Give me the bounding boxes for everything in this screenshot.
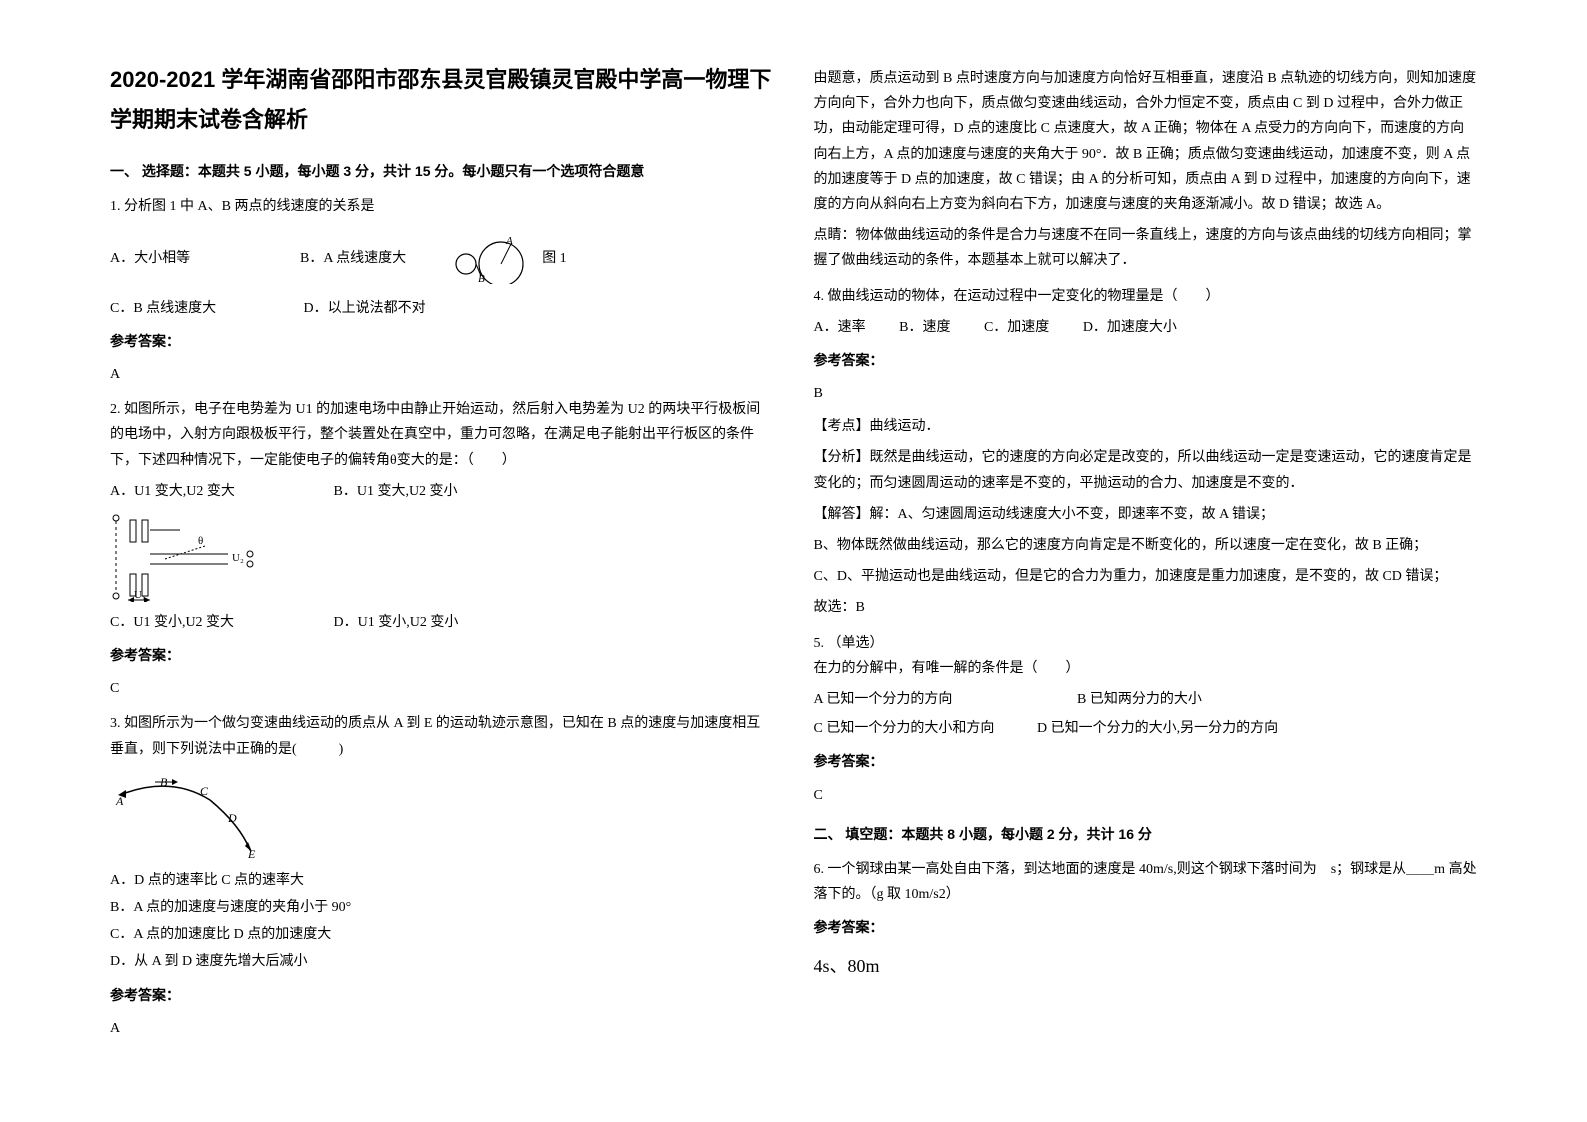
q2-optA: A．U1 变大,U2 变大 [110, 479, 290, 504]
q4-answer-label: 参考答案： [814, 348, 1478, 373]
svg-text:U₂: U₂ [232, 552, 244, 564]
circles-icon: A B [446, 234, 536, 284]
q4-solve: 【解答】解：A、匀速圆周运动线速度大小不变，即速率不变，故 A 错误； [814, 502, 1478, 527]
q2-text: 2. 如图所示，电子在电势差为 U1 的加速电场中由静止开始运动，然后射入电势差… [110, 397, 774, 473]
q3-optC: C．A 点的加速度比 D 点的加速度大 [110, 922, 774, 947]
q1-answer: A [110, 362, 774, 387]
q4-optC: C．加速度 [984, 315, 1049, 340]
q6-answer-label: 参考答案： [814, 915, 1478, 940]
q4-optB: B．速度 [899, 315, 950, 340]
q1-fig-label: 图 1 [542, 246, 567, 271]
q1-answer-label: 参考答案： [110, 329, 774, 354]
q4-options: A．速率 B．速度 C．加速度 D．加速度大小 [814, 315, 1478, 340]
q5-optB: B 已知两分力的大小 [1077, 687, 1202, 712]
q1-optA: A．大小相等 [110, 246, 260, 271]
q6-text: 6. 一个钢球由某一高处自由下落，到达地面的速度是 40m/s,则这个钢球下落时… [814, 857, 1478, 907]
q3-figure: A B C D E [110, 770, 774, 860]
document-title: 2020-2021 学年湖南省邵阳市邵东县灵官殿镇灵官殿中学高一物理下学期期末试… [110, 60, 774, 139]
q5-options-row1: A 已知一个分力的方向 B 已知两分力的大小 [814, 687, 1478, 712]
q5-text: 5. （单选） 在力的分解中，有唯一解的条件是（ ） [814, 631, 1478, 681]
svg-text:θ: θ [198, 535, 203, 547]
q3-optD: D．从 A 到 D 速度先增大后减小 [110, 949, 774, 974]
question-4: 4. 做曲线运动的物体，在运动过程中一定变化的物理量是（ ） A．速率 B．速度… [814, 284, 1478, 621]
q6-answer: 4s、80m [814, 950, 1478, 982]
q2-figure: θ U₂ U₁ [110, 512, 774, 602]
q3-optA: A．D 点的速率比 C 点的速率大 [110, 868, 774, 893]
q1-options-row1: A．大小相等 B．A 点线速度大 A B 图 1 [110, 226, 774, 292]
q3-explanation: 由题意，质点运动到 B 点时速度方向与加速度方向恰好互相垂直，速度沿 B 点轨迹… [814, 66, 1478, 217]
q2-optD: D．U1 变小,U2 变小 [334, 610, 459, 635]
section1-header: 一、 选择题：本题共 5 小题，每小题 3 分，共计 15 分。每小题只有一个选… [110, 159, 774, 184]
q5-optC: C 已知一个分力的大小和方向 [814, 716, 1034, 741]
q3-comment: 点睛：物体做曲线运动的条件是合力与速度不在同一条直线上，速度的方向与该点曲线的切… [814, 223, 1478, 273]
q4-conclude: 故选：B [814, 595, 1478, 620]
question-2: 2. 如图所示，电子在电势差为 U1 的加速电场中由静止开始运动，然后射入电势差… [110, 397, 774, 701]
q4-solveCD: C、D、平抛运动也是曲线运动，但是它的合力为重力，加速度是重力加速度，是不变的，… [814, 564, 1478, 589]
question-3: 3. 如图所示为一个做匀变速曲线运动的质点从 A 到 E 的运动轨迹示意图，已知… [110, 711, 774, 1041]
q2-options-row2: C．U1 变小,U2 变大 D．U1 变小,U2 变小 [110, 610, 774, 635]
q5-answer-label: 参考答案： [814, 749, 1478, 774]
q4-solveB: B、物体既然做曲线运动，那么它的速度方向肯定是不断变化的，所以速度一定在变化，故… [814, 533, 1478, 558]
q4-analysis: 【分析】既然是曲线运动，它的速度的方向必定是改变的，所以曲线运动一定是变速运动，… [814, 445, 1478, 495]
right-column: 由题意，质点运动到 B 点时速度方向与加速度方向恰好互相垂直，速度沿 B 点轨迹… [794, 60, 1498, 1062]
q5-answer: C [814, 783, 1478, 808]
q4-optA: A．速率 [814, 315, 866, 340]
svg-text:U₁: U₁ [134, 589, 146, 601]
question-1: 1. 分析图 1 中 A、B 两点的线速度的关系是 A．大小相等 B．A 点线速… [110, 194, 774, 387]
question-6: 6. 一个钢球由某一高处自由下落，到达地面的速度是 40m/s,则这个钢球下落时… [814, 857, 1478, 983]
q2-options-row1: A．U1 变大,U2 变大 B．U1 变大,U2 变小 [110, 479, 774, 504]
q1-optC: C．B 点线速度大 [110, 296, 260, 321]
q5-options-row2: C 已知一个分力的大小和方向 D 已知一个分力的大小,另一分力的方向 [814, 716, 1478, 741]
q2-answer-label: 参考答案： [110, 643, 774, 668]
svg-text:A: A [505, 235, 513, 247]
q4-answer: B [814, 381, 1478, 406]
svg-text:C: C [200, 784, 209, 798]
q5-optA: A 已知一个分力的方向 [814, 687, 1074, 712]
section2-header: 二、 填空题：本题共 8 小题，每小题 2 分，共计 16 分 [814, 822, 1478, 847]
q1-options-row2: C．B 点线速度大 D．以上说法都不对 [110, 296, 774, 321]
svg-text:E: E [247, 847, 256, 860]
q2-optC: C．U1 变小,U2 变大 [110, 610, 290, 635]
q4-kp: 【考点】曲线运动． [814, 414, 1478, 439]
svg-text:B: B [478, 273, 485, 284]
svg-text:D: D [227, 811, 237, 825]
left-column: 2020-2021 学年湖南省邵阳市邵东县灵官殿镇灵官殿中学高一物理下学期期末试… [90, 60, 794, 1062]
q1-text: 1. 分析图 1 中 A、B 两点的线速度的关系是 [110, 194, 774, 219]
q3-answer-label: 参考答案： [110, 983, 774, 1008]
q2-answer: C [110, 676, 774, 701]
q5-optD: D 已知一个分力的大小,另一分力的方向 [1037, 716, 1278, 741]
circuit-icon: θ U₂ U₁ [110, 512, 270, 602]
q2-optB: B．U1 变大,U2 变小 [334, 479, 458, 504]
q3-optB: B．A 点的加速度与速度的夹角小于 90° [110, 895, 774, 920]
q1-figure: A B [446, 234, 536, 284]
q1-optB: B．A 点线速度大 [300, 246, 406, 271]
q4-optD: D．加速度大小 [1083, 315, 1177, 340]
q3-answer: A [110, 1016, 774, 1041]
trajectory-icon: A B C D E [110, 770, 290, 860]
q1-optD: D．以上说法都不对 [304, 296, 426, 321]
q3-text: 3. 如图所示为一个做匀变速曲线运动的质点从 A 到 E 的运动轨迹示意图，已知… [110, 711, 774, 761]
question-5: 5. （单选） 在力的分解中，有唯一解的条件是（ ） A 已知一个分力的方向 B… [814, 631, 1478, 808]
q4-text: 4. 做曲线运动的物体，在运动过程中一定变化的物理量是（ ） [814, 284, 1478, 309]
